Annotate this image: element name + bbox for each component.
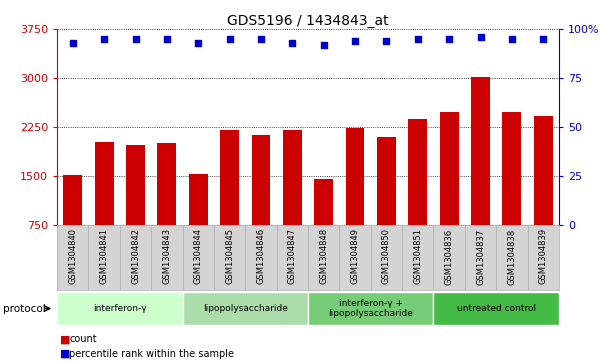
Bar [252, 135, 270, 225]
Bar [126, 145, 145, 225]
Text: GSM1304843: GSM1304843 [162, 228, 171, 285]
Bar [346, 128, 364, 225]
Point [194, 40, 203, 46]
Bar [220, 130, 239, 225]
Point [225, 36, 234, 42]
Bar [471, 77, 490, 225]
Point [287, 40, 297, 46]
Bar [433, 292, 559, 325]
Text: protocol: protocol [3, 303, 46, 314]
Text: GSM1304844: GSM1304844 [194, 228, 203, 284]
Bar [283, 130, 302, 225]
Text: interferon-γ +
lipopolysaccharide: interferon-γ + lipopolysaccharide [328, 299, 413, 318]
Text: GSM1304849: GSM1304849 [350, 228, 359, 284]
Text: ■: ■ [60, 349, 70, 359]
Text: count: count [69, 334, 97, 344]
Point [413, 36, 423, 42]
Text: GSM1304850: GSM1304850 [382, 228, 391, 284]
Text: GSM1304840: GSM1304840 [69, 228, 78, 284]
Text: GSM1304842: GSM1304842 [131, 228, 140, 284]
Point [350, 38, 360, 44]
Bar [314, 179, 333, 225]
Text: percentile rank within the sample: percentile rank within the sample [69, 349, 234, 359]
Bar [409, 119, 427, 225]
Point [444, 36, 454, 42]
Text: GSM1304846: GSM1304846 [257, 228, 266, 285]
Bar [502, 112, 521, 225]
Point [382, 38, 391, 44]
Text: GSM1304839: GSM1304839 [538, 228, 548, 285]
Bar [57, 292, 183, 325]
Title: GDS5196 / 1434843_at: GDS5196 / 1434843_at [227, 14, 389, 28]
Text: GSM1304848: GSM1304848 [319, 228, 328, 285]
Point [162, 36, 172, 42]
Text: lipopolysaccharide: lipopolysaccharide [203, 304, 288, 313]
Point [319, 42, 329, 48]
Text: interferon-γ: interferon-γ [93, 304, 147, 313]
Point [130, 36, 140, 42]
Bar [534, 116, 553, 225]
Point [68, 40, 78, 46]
Bar [157, 143, 176, 225]
Point [476, 34, 486, 40]
Point [256, 36, 266, 42]
Text: GSM1304851: GSM1304851 [413, 228, 423, 284]
Bar [95, 142, 114, 225]
Bar [189, 174, 208, 225]
Text: GSM1304841: GSM1304841 [100, 228, 109, 284]
Bar [57, 225, 559, 290]
Bar [440, 112, 459, 225]
Bar [63, 175, 82, 225]
Text: GSM1304838: GSM1304838 [507, 228, 516, 285]
Text: untreated control: untreated control [457, 304, 535, 313]
Bar [308, 292, 433, 325]
Text: GSM1304847: GSM1304847 [288, 228, 297, 285]
Text: GSM1304845: GSM1304845 [225, 228, 234, 284]
Bar [183, 292, 308, 325]
Text: ■: ■ [60, 334, 70, 344]
Bar [377, 137, 396, 225]
Text: GSM1304837: GSM1304837 [476, 228, 485, 285]
Point [507, 36, 517, 42]
Point [538, 36, 548, 42]
Text: GSM1304836: GSM1304836 [445, 228, 454, 285]
Point [99, 36, 109, 42]
